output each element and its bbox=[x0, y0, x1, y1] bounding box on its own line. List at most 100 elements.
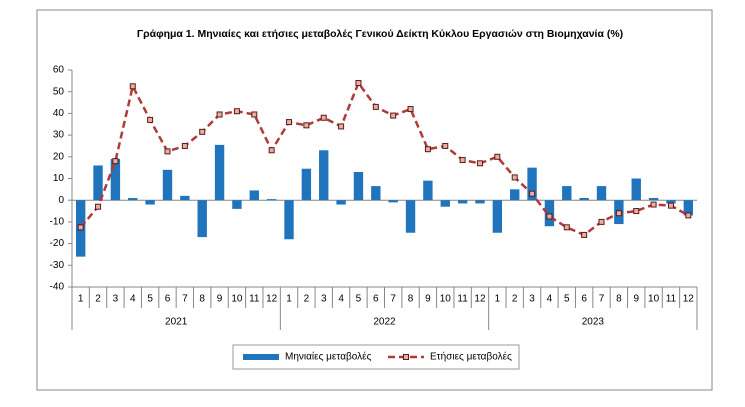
line-marker bbox=[355, 80, 362, 87]
bar bbox=[162, 169, 173, 201]
line-marker bbox=[546, 213, 553, 220]
x-tick-label: 3 bbox=[113, 294, 119, 305]
bar bbox=[93, 165, 103, 201]
legend-marker bbox=[403, 354, 409, 360]
x-tick-label: 11 bbox=[457, 294, 468, 305]
bar bbox=[336, 200, 346, 205]
y-tick-label: -10 bbox=[50, 217, 65, 228]
line-marker bbox=[251, 111, 258, 118]
y-tick-label: -40 bbox=[50, 282, 65, 293]
y-tick-label: 0 bbox=[58, 195, 64, 206]
line-marker bbox=[529, 190, 536, 197]
bar bbox=[527, 167, 537, 201]
x-tick-label: 7 bbox=[599, 294, 605, 305]
x-tick-label: 9 bbox=[633, 294, 639, 305]
line-marker bbox=[407, 106, 414, 113]
x-tick-label: 2 bbox=[512, 294, 518, 305]
y-tick-label: 10 bbox=[53, 173, 65, 184]
bar bbox=[249, 190, 259, 201]
x-tick-label: 4 bbox=[338, 294, 344, 305]
bar bbox=[666, 200, 676, 204]
bar bbox=[110, 158, 121, 201]
y-tick-label: 20 bbox=[53, 151, 65, 162]
x-tick-label: 6 bbox=[373, 294, 379, 305]
legend-label: Ετήσιες μεταβολές bbox=[430, 351, 512, 363]
bar bbox=[128, 198, 138, 201]
line-marker bbox=[320, 114, 327, 121]
line-marker bbox=[494, 153, 501, 160]
bar bbox=[544, 200, 555, 227]
x-tick-label: 4 bbox=[547, 294, 553, 305]
x-tick-label: 12 bbox=[474, 294, 486, 305]
bar bbox=[562, 186, 572, 201]
line-marker bbox=[563, 224, 570, 231]
x-tick-label: 8 bbox=[199, 294, 205, 305]
y-tick-label: -30 bbox=[50, 260, 65, 271]
line-marker bbox=[424, 146, 431, 153]
x-tick-label: 7 bbox=[182, 294, 188, 305]
bar bbox=[405, 200, 416, 233]
x-tick-label: 1 bbox=[495, 294, 501, 305]
line-marker bbox=[77, 224, 84, 231]
bar bbox=[353, 171, 364, 201]
y-tick-label: 60 bbox=[53, 65, 65, 76]
bar bbox=[492, 200, 503, 233]
y-tick-label: 50 bbox=[53, 86, 65, 97]
bar bbox=[423, 180, 433, 201]
group-label: 2022 bbox=[373, 317, 396, 328]
y-tick-label: 30 bbox=[53, 130, 65, 141]
x-tick-label: 9 bbox=[425, 294, 431, 305]
x-tick-label: 1 bbox=[286, 294, 292, 305]
bar bbox=[197, 200, 207, 238]
line-marker bbox=[199, 128, 206, 135]
line-marker bbox=[581, 231, 588, 238]
line-marker bbox=[390, 112, 397, 119]
line-marker bbox=[233, 108, 240, 115]
x-tick-label: 3 bbox=[529, 294, 535, 305]
x-tick-label: 7 bbox=[390, 294, 396, 305]
line-marker bbox=[442, 142, 449, 149]
legend-swatch bbox=[243, 354, 279, 360]
x-tick-label: 12 bbox=[683, 294, 695, 305]
bar bbox=[388, 200, 398, 203]
x-tick-label: 6 bbox=[165, 294, 171, 305]
bar bbox=[232, 200, 242, 209]
line-marker bbox=[181, 142, 188, 149]
bar bbox=[596, 186, 607, 201]
line-marker bbox=[129, 83, 136, 90]
y-tick-label: 40 bbox=[53, 108, 65, 119]
line bbox=[79, 80, 689, 237]
bar bbox=[266, 199, 277, 201]
legend-box bbox=[232, 344, 520, 370]
x-tick-label: 10 bbox=[440, 294, 452, 305]
line-marker bbox=[615, 210, 622, 217]
line-marker bbox=[476, 160, 483, 167]
line-marker bbox=[164, 148, 171, 155]
x-tick-label: 11 bbox=[666, 294, 677, 305]
line-marker bbox=[95, 203, 102, 210]
line-marker bbox=[511, 174, 518, 181]
chart-title: Γράφημα 1. Μηνιαίες και ετήσιες μεταβολέ… bbox=[137, 28, 623, 40]
x-tick-label: 12 bbox=[266, 294, 278, 305]
line-marker bbox=[650, 201, 657, 208]
bar bbox=[440, 200, 450, 207]
x-tick-label: 5 bbox=[564, 294, 570, 305]
x-tick-label: 4 bbox=[130, 294, 136, 305]
x-tick-label: 5 bbox=[147, 294, 153, 305]
x-tick-label: 5 bbox=[356, 294, 362, 305]
line-marker bbox=[459, 157, 466, 164]
bar bbox=[284, 200, 294, 240]
bar bbox=[648, 198, 659, 201]
bar bbox=[579, 198, 589, 201]
bar bbox=[475, 200, 485, 204]
line-marker bbox=[667, 202, 674, 209]
x-tick-label: 8 bbox=[408, 294, 414, 305]
x-tick-label: 1 bbox=[78, 294, 84, 305]
bar bbox=[683, 200, 694, 216]
line-marker bbox=[268, 147, 275, 154]
group-label: 2023 bbox=[582, 317, 605, 328]
bar bbox=[301, 168, 312, 201]
x-tick-label: 3 bbox=[321, 294, 327, 305]
x-tick-label: 2 bbox=[304, 294, 310, 305]
